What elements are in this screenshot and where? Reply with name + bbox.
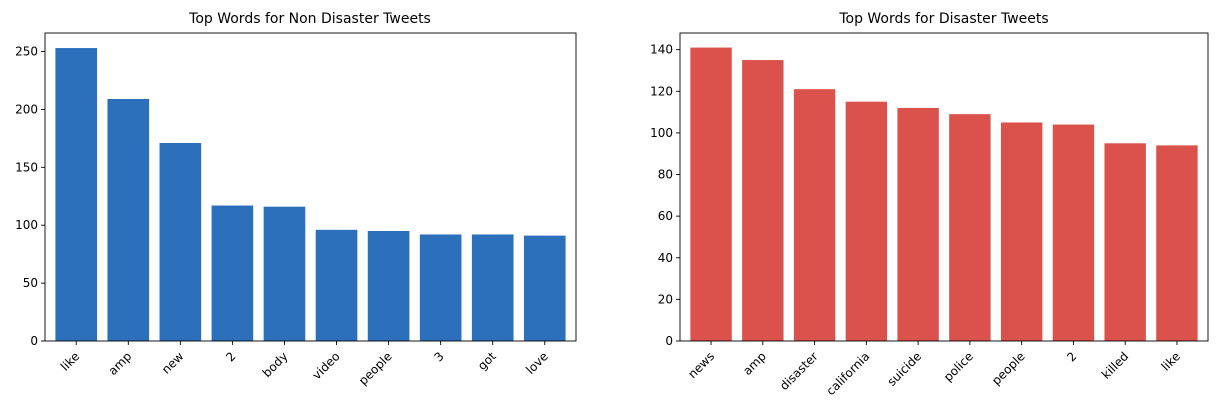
bar-killed (1104, 143, 1146, 341)
x-tick-label: body (260, 349, 291, 380)
y-tick-label: 100 (650, 126, 673, 140)
bar-news (690, 47, 732, 341)
bar-body (263, 206, 306, 341)
chart-disaster-tweets: Top Words for Disaster Tweets 0 20 40 60 80 1… (650, 11, 1209, 398)
axes-frame (679, 32, 1209, 342)
chart-non-disaster-tweets: Top Words for Non Disaster Tweets 0 50 100… (15, 11, 577, 388)
x-tick-label: people (356, 349, 395, 388)
x-tick-label: like (58, 349, 82, 373)
bar-like (55, 48, 98, 341)
x-tick-label: disaster (777, 349, 821, 393)
y-tick-label: 120 (650, 84, 673, 98)
bar-2 (1052, 124, 1095, 341)
x-tick-label: video (310, 349, 343, 382)
y-tick-label: 100 (15, 218, 38, 232)
bar-california (845, 101, 888, 341)
bar-like (1156, 145, 1198, 341)
bar-amp (742, 60, 784, 342)
x-tick-label: people (989, 349, 1028, 388)
y-tick-label: 140 (650, 43, 673, 57)
x-tick-label: 2 (1064, 349, 1079, 364)
axes-frame (44, 32, 577, 342)
bar-amp (107, 99, 150, 341)
bar-video (315, 229, 358, 341)
x-tick-label: amp (740, 349, 769, 378)
bar-suicide (897, 107, 939, 342)
bar-people (367, 231, 410, 341)
x-tick-label: got (475, 349, 499, 373)
x-tick-label: 2 (223, 349, 238, 364)
bar-police (949, 114, 991, 341)
x-tick-label: killed (1099, 349, 1131, 381)
x-tick-label: new (159, 349, 187, 377)
y-tick-label: 40 (658, 251, 673, 265)
y-tick-label: 50 (23, 276, 38, 290)
x-tick-label: police (941, 349, 976, 384)
x-tick-label: suicide (885, 349, 925, 389)
bar-got (471, 234, 514, 341)
y-tick-label: 200 (15, 102, 38, 116)
y-tick-label: 0 (30, 334, 38, 348)
y-tick-label: 20 (658, 292, 673, 306)
bar-2 (211, 205, 254, 341)
y-tick-label: 250 (15, 45, 38, 59)
x-tick-label: news (685, 349, 717, 381)
bar-disaster (793, 89, 836, 342)
x-tick-label: 3 (431, 349, 446, 364)
bar-love (523, 235, 566, 341)
y-tick-label: 80 (658, 168, 673, 182)
x-tick-label: california (824, 349, 873, 398)
x-tick-label: love (523, 349, 551, 377)
chart-title: Top Words for Non Disaster Tweets (188, 11, 431, 27)
bar-new (159, 143, 202, 341)
y-tick-label: 60 (658, 209, 673, 223)
bar-people (1000, 122, 1043, 342)
bar-3 (419, 234, 462, 341)
chart-title: Top Words for Disaster Tweets (838, 11, 1048, 27)
y-tick-label: 0 (665, 334, 673, 348)
x-tick-label: amp (106, 349, 135, 378)
y-tick-label: 150 (15, 160, 38, 174)
x-tick-label: like (1159, 349, 1183, 373)
